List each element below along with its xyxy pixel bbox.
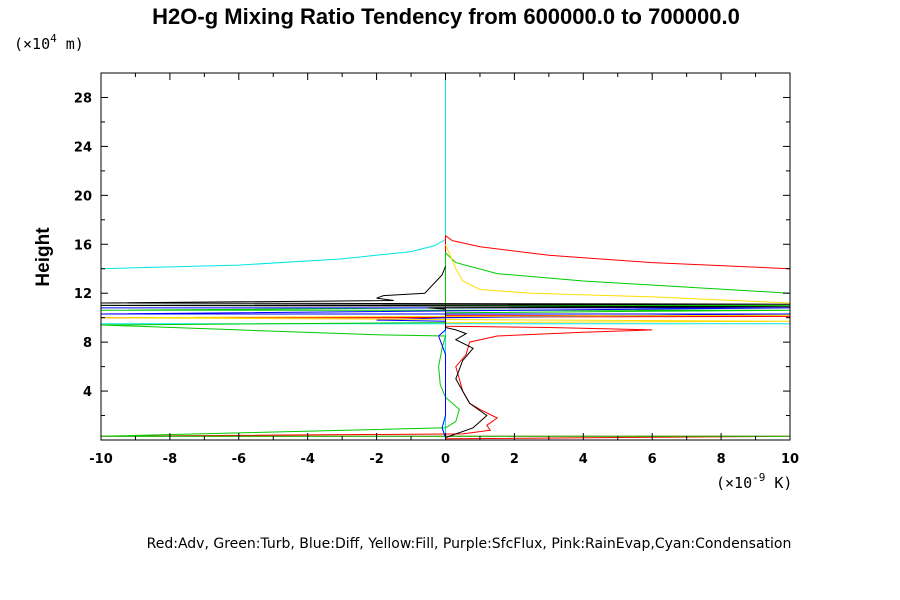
series-line-red [100,234,791,440]
legend-text: Red:Adv, Green:Turb, Blue:Diff, Yellow:F… [147,536,792,552]
x-tick-label: 6 [648,452,657,467]
y-tick-label: 16 [74,238,92,253]
y-unit-prefix: (×10 [14,35,50,53]
x-tick-label: 2 [510,452,519,467]
y-axis-label: Height [33,227,54,287]
x-tick-label: 8 [717,452,726,467]
series-line-yellow [100,244,791,324]
y-tick-label: 24 [74,140,92,155]
series-layer [100,73,791,440]
x-unit-exponent: -9 [752,471,765,484]
x-tick-label: 0 [441,452,450,467]
series-line-cyan [100,73,790,438]
y-tick-label: 28 [74,91,92,106]
y-tick-label: 20 [74,189,92,204]
x-tick-label: -2 [369,452,383,467]
x-tick-label: -8 [163,452,177,467]
y-tick-label: 12 [74,287,92,302]
y-tick-label: 8 [83,336,92,351]
x-tick-label: 4 [579,452,588,467]
chart-title: H2O-g Mixing Ratio Tendency from 600000.… [152,4,740,29]
y-tick-label: 4 [83,385,92,400]
y-unit-exponent: 4 [50,32,57,45]
series-line-black [100,266,791,439]
x-tick-label: -6 [232,452,246,467]
x-tick-label: 10 [781,452,799,467]
x-unit-label: (×10-9 K) [716,471,792,492]
x-unit-prefix: (×10 [716,474,752,492]
x-tick-label: -4 [300,452,314,467]
y-unit-suffix: m) [57,35,84,53]
x-tick-label: -10 [89,452,113,467]
y-unit-label: (×104 m) [14,32,84,53]
x-unit-suffix: K) [765,474,792,492]
